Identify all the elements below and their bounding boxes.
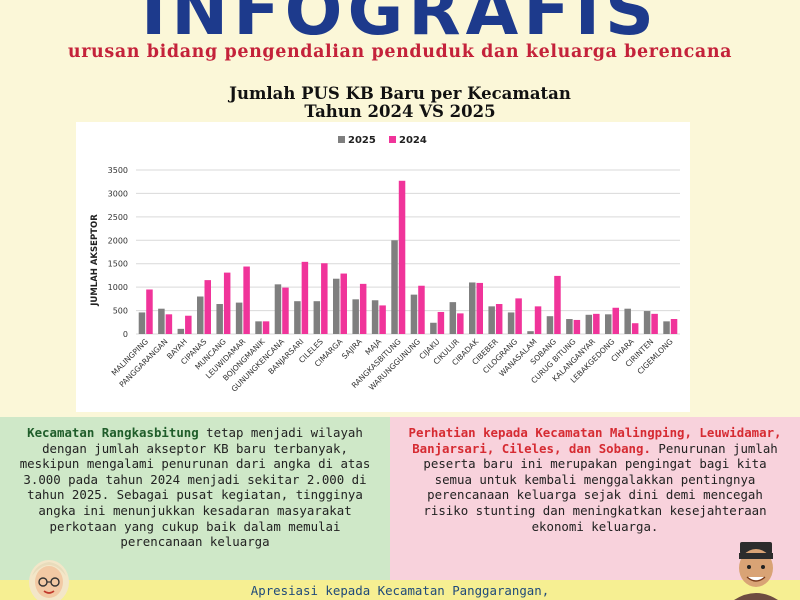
bar-2025-bojongmanik <box>255 321 262 334</box>
bar-2025-cibeber <box>488 306 495 334</box>
bar-2025-cileles <box>313 301 321 334</box>
footer-strip <box>0 580 800 600</box>
insight-left-highlight: Kecamatan Rangkasbitung <box>27 425 199 440</box>
bar-2025-rangkasbitung <box>391 240 398 334</box>
infographic-title: INFOGRAFIS <box>141 0 659 51</box>
y-tick-label: 2500 <box>108 213 128 222</box>
bar-2024-cibeber <box>495 304 503 334</box>
bar-2025-cihara <box>624 308 631 334</box>
chart-title: Jumlah PUS KB Baru per Kecamatan Tahun 2… <box>150 85 650 121</box>
bar-2025-curug-bitung <box>566 319 573 334</box>
insight-left-body: tetap menjadi wilayah dengan jumlah akse… <box>19 425 371 550</box>
bar-2025-cilograng <box>507 312 515 334</box>
bar-2024-maja <box>379 305 386 334</box>
bar-2025-gunungkencana <box>274 284 282 334</box>
insight-panel-right: Perhatian kepada Kecamatan Malingping, L… <box>390 417 800 580</box>
bar-2025-sajira <box>352 299 359 334</box>
y-tick-label: 3500 <box>108 166 128 175</box>
bar-2024-warunggunung <box>418 285 425 334</box>
y-tick-label: 0 <box>123 330 128 339</box>
man-avatar-icon <box>734 542 778 600</box>
legend-label-2024: 2024 <box>399 135 427 146</box>
y-tick-label: 1500 <box>108 260 128 269</box>
footer-text: Apresiasi kepada Kecamatan Panggarangan, <box>250 583 550 598</box>
bar-2025-kalanganyar <box>585 314 593 334</box>
bar-2024-banjarsari <box>301 261 309 334</box>
chart-title-line2: Tahun 2024 VS 2025 <box>304 102 496 121</box>
bar-2024-cikulur <box>457 313 464 334</box>
bar-2025-cikulur <box>449 302 457 334</box>
y-axis-label: JUMLAH AKSEPTOR <box>90 214 100 307</box>
legend-swatch-2024 <box>389 136 396 143</box>
bar-2025-banjarsari <box>294 301 301 334</box>
bar-2024-cijaku <box>437 311 445 334</box>
y-tick-label: 500 <box>113 307 128 316</box>
bar-2024-panggarangan <box>165 314 173 334</box>
bar-2024-sobang <box>554 275 561 334</box>
bar-2024-sajira <box>359 283 367 334</box>
bar-2024-kalanganyar <box>593 313 600 334</box>
chart-title-line1: Jumlah PUS KB Baru per Kecamatan <box>229 84 571 103</box>
bar-2025-cijaku <box>430 322 437 334</box>
bar-2024-malingping <box>146 289 153 334</box>
bar-2025-cimarga <box>333 278 340 334</box>
bar-chart: 0 500 1000 1500 2000 2500 3000 3500 JUMLAH AKSEP… <box>90 135 680 394</box>
bar-2025-leuwidamar <box>235 302 243 334</box>
bar-2024-leuwidamar <box>243 266 250 334</box>
x-tick-label: SAJIRA <box>340 336 364 360</box>
woman-avatar-icon <box>29 560 69 600</box>
bar-2024-lebakgedong <box>612 307 619 334</box>
insight-panel-left: Kecamatan Rangkasbitung tetap menjadi wi… <box>0 417 390 580</box>
legend-label-2025: 2025 <box>348 135 376 146</box>
bar-2025-bayah <box>177 328 185 334</box>
bar-2024-cilograng <box>515 298 522 334</box>
chart-area: 0 500 1000 1500 2000 2500 3000 3500 JUMLAH AKSEP… <box>76 122 690 412</box>
bar-2025-panggarangan <box>158 308 165 334</box>
bar-2024-bojongmanik <box>262 321 270 334</box>
bar-2024-cihara <box>631 323 639 334</box>
insight-right-highlight: Perhatian kepada Kecamatan Malingping, L… <box>408 425 782 456</box>
bar-2024-cimarga <box>340 273 347 334</box>
bar-2024-cigemlong <box>670 319 678 334</box>
bar-2024-rangkasbitung <box>398 180 406 334</box>
bar-2024-cipanas <box>204 280 211 334</box>
bar-2025-cipanas <box>197 296 204 334</box>
bar-2025-warunggunung <box>410 294 418 334</box>
bar-2025-muncang <box>216 304 223 334</box>
y-tick-label: 2000 <box>108 236 128 245</box>
y-tick-label: 1000 <box>108 283 128 292</box>
bar-2025-wanasalam <box>527 331 534 334</box>
bar-2024-bayah <box>185 315 192 334</box>
bar-2024-muncang <box>223 272 231 334</box>
bar-2025-cirinten <box>643 311 651 334</box>
bar-2025-maja <box>371 300 379 334</box>
bar-2025-lebakgedong <box>605 314 612 334</box>
bar-2024-wanasalam <box>534 306 542 334</box>
bar-2025-cigemlong <box>663 321 670 334</box>
bar-2024-gunungkencana <box>282 287 289 334</box>
bar-2025-malingping <box>138 312 146 334</box>
infographic-subtitle: urusan bidang pengendalian penduduk dan … <box>67 42 733 62</box>
legend-swatch-2025 <box>338 136 345 143</box>
bar-2025-cibadak <box>469 282 476 334</box>
bar-2025-sobang <box>546 316 554 334</box>
y-tick-label: 3000 <box>108 189 128 198</box>
bar-2024-cibadak <box>476 282 483 334</box>
bar-2024-cileles <box>321 263 328 334</box>
bar-2024-curug-bitung <box>573 319 581 334</box>
insight-right-body: Penurunan jumlah peserta baru ini merupa… <box>423 440 778 534</box>
bar-2024-cirinten <box>651 313 658 334</box>
